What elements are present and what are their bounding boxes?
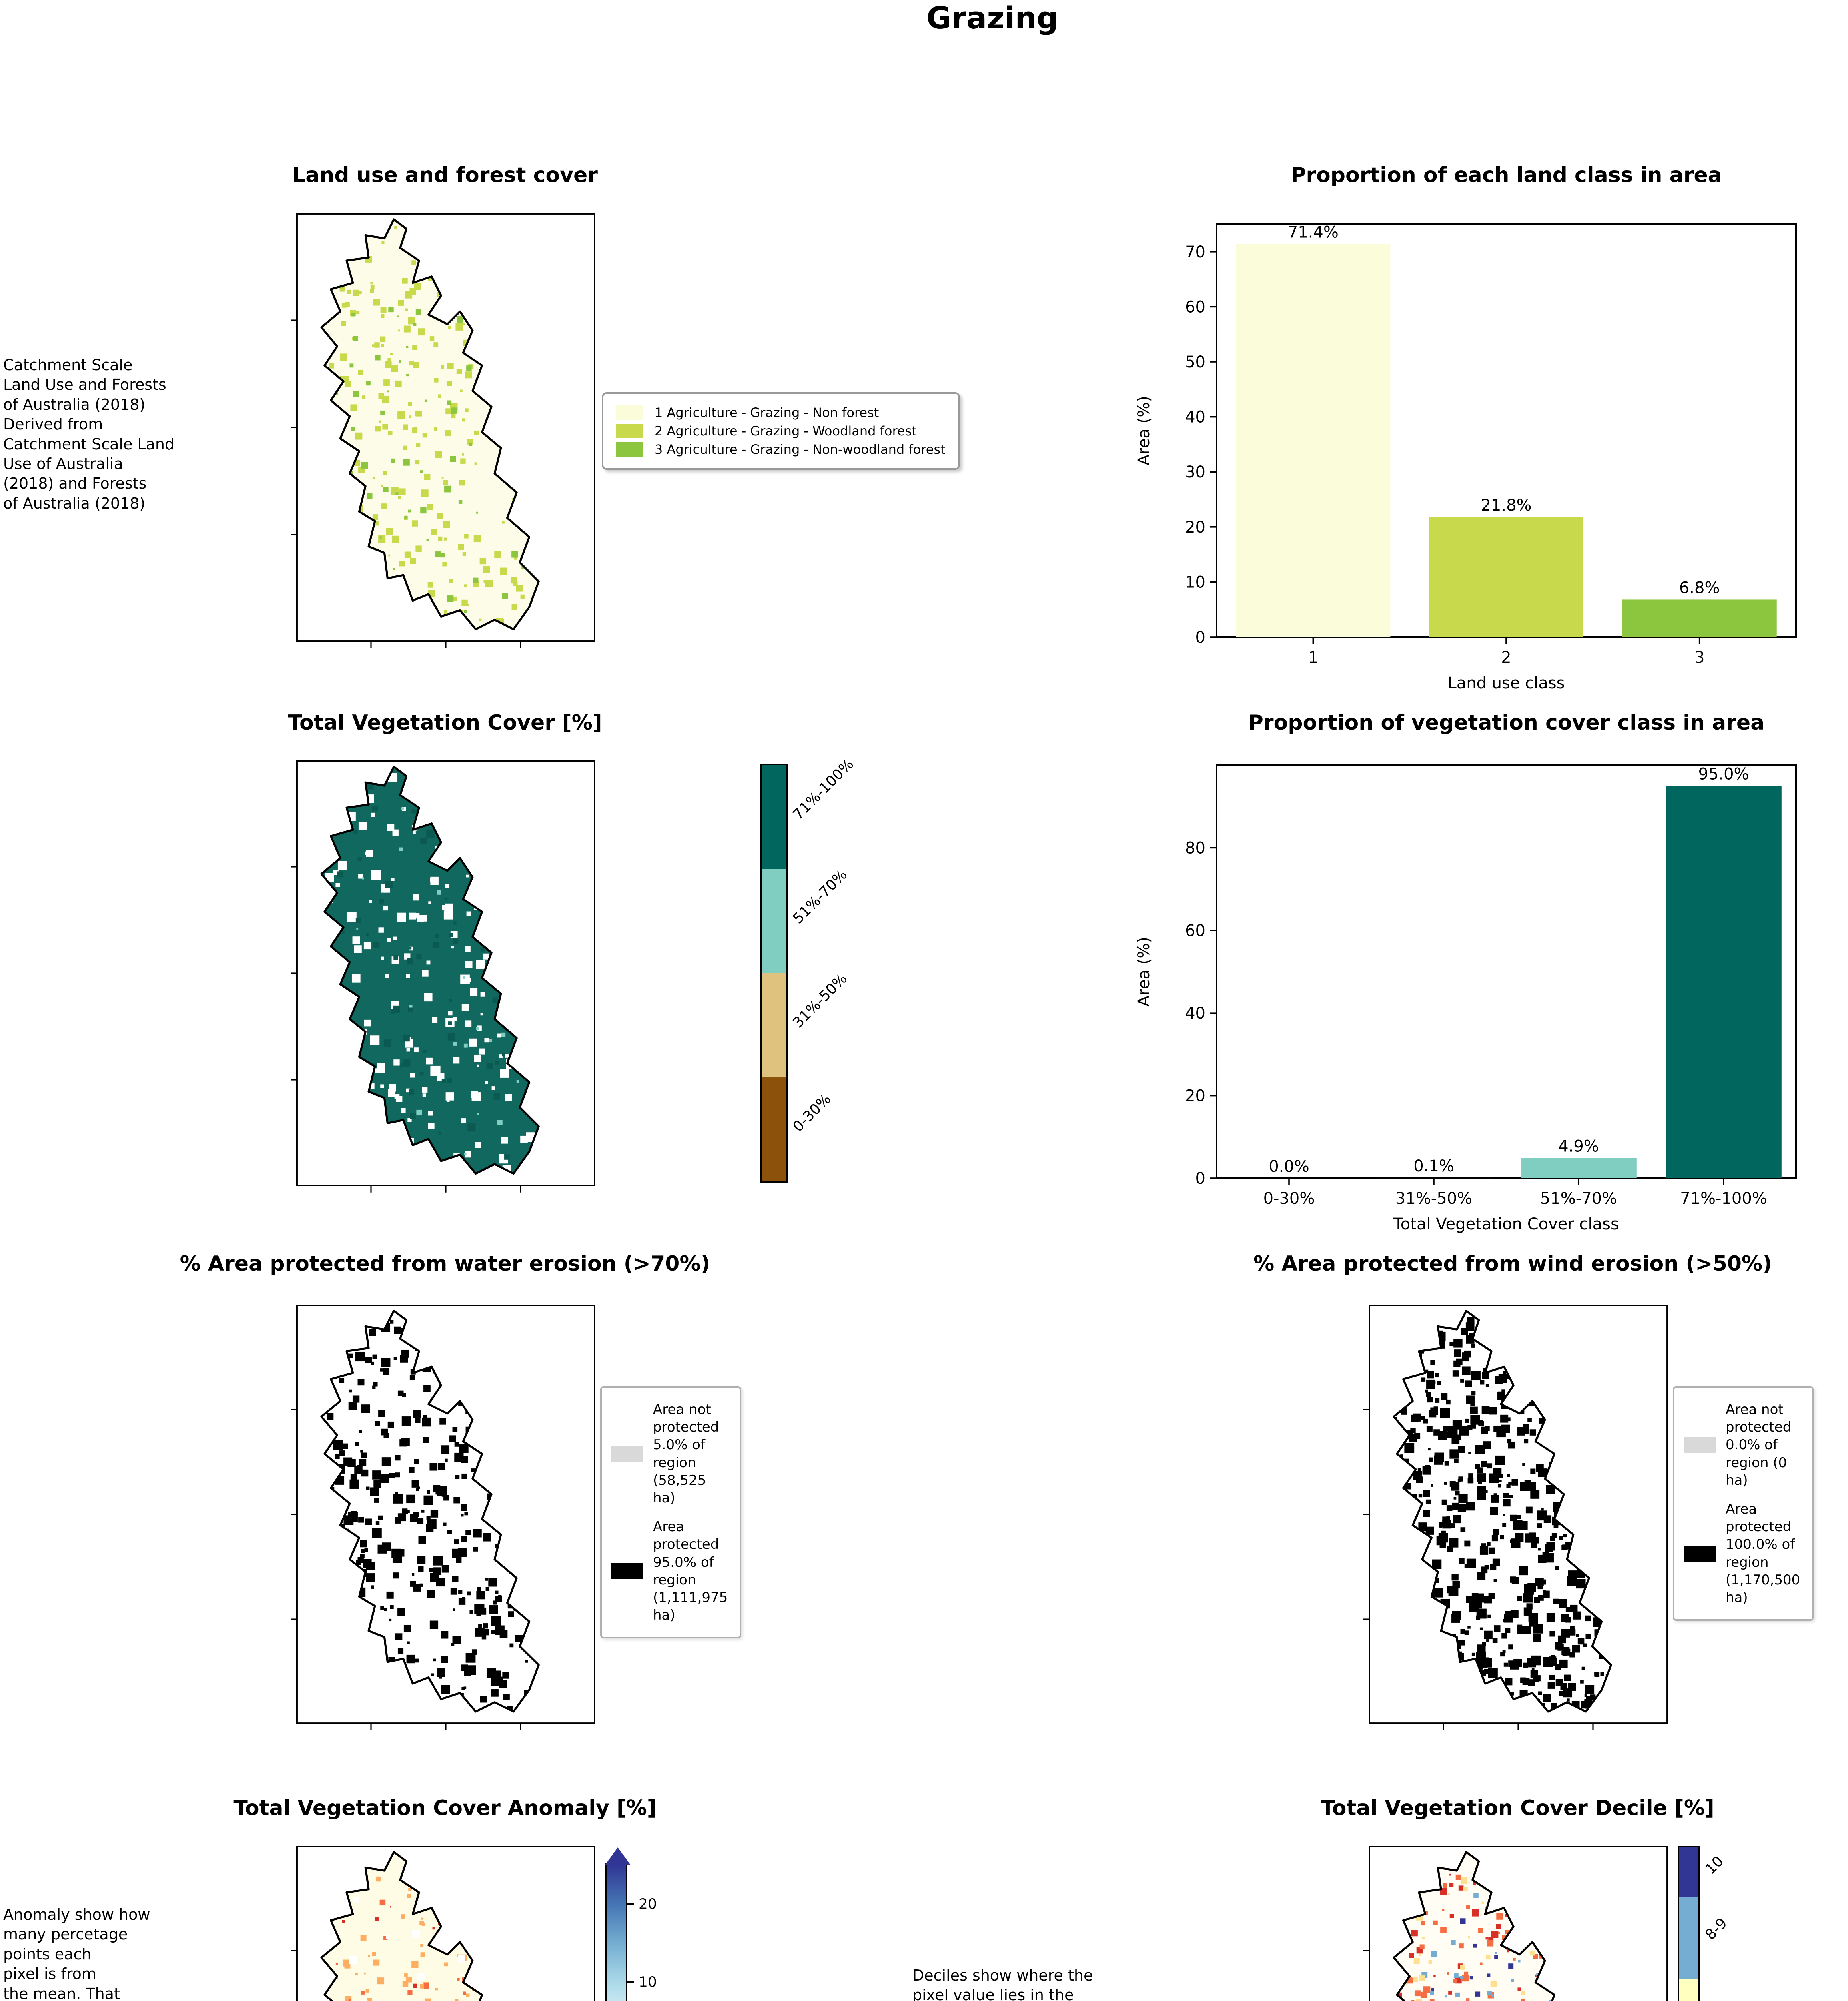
svg-text:60: 60 — [1185, 298, 1205, 316]
landuse-legend: 1 Agriculture - Grazing - Non forest 2 A… — [602, 392, 960, 470]
legend-item: 3 Agriculture - Grazing - Non-woodland f… — [616, 442, 946, 457]
decile-note: Deciles show where the pixel value lies … — [912, 1967, 1093, 2001]
svg-text:0.1%: 0.1% — [1413, 1157, 1454, 1175]
svg-text:0.0%: 0.0% — [1269, 1157, 1309, 1176]
legend-label: Area not protected 0.0% of region (0 ha) — [1726, 1402, 1792, 1488]
svg-text:6.8%: 6.8% — [1679, 579, 1720, 597]
svg-text:40: 40 — [1185, 408, 1205, 427]
svg-text:21.8%: 21.8% — [1481, 496, 1531, 515]
vegcover-panel-title: Total Vegetation Cover [%] — [288, 711, 602, 735]
legend-label: Area protected 100.0% of region (1,170,5… — [1726, 1501, 1800, 1606]
legend-label: Area protected 95.0% of region (1,111,97… — [653, 1519, 728, 1624]
svg-text:0-30%: 0-30% — [1263, 1189, 1315, 1208]
vegclass-bar-chart: 0 20 40 60 80 0-30% 0.0% 31%-50% 0.1% 51%-70% 4.9%… — [1135, 764, 1797, 1233]
svg-text:70: 70 — [1185, 243, 1205, 261]
svg-text:80: 80 — [1185, 839, 1205, 857]
svg-text:Area (%): Area (%) — [1135, 396, 1153, 465]
wind-erosion-legend: Area not protected 0.0% of region (0 ha)… — [1673, 1386, 1814, 1621]
water-erosion-panel-title: % Area protected from water erosion (>70… — [180, 1252, 710, 1276]
wind-erosion-map — [1363, 1305, 1668, 1730]
landuse-panel-title: Land use and forest cover — [292, 163, 598, 187]
anomaly-panel-title: Total Vegetation Cover Anomaly [%] — [233, 1796, 657, 1820]
legend-swatch — [616, 442, 643, 457]
svg-text:40: 40 — [1185, 1004, 1205, 1023]
landuse-map — [291, 213, 595, 648]
svg-text:2: 2 — [1501, 648, 1511, 667]
svg-text:4.9%: 4.9% — [1558, 1137, 1599, 1155]
svg-text:31%-50%: 31%-50% — [1395, 1189, 1472, 1208]
legend-swatch — [1684, 1545, 1716, 1562]
landuse-note: Catchment Scale Land Use and Forests of … — [3, 356, 175, 512]
vegclass-chart-title: Proportion of vegetation cover class in … — [1248, 711, 1765, 735]
legend-swatch — [1684, 1437, 1716, 1453]
svg-text:Land use class: Land use class — [1447, 674, 1565, 692]
landclass-bar-chart: 0 10 20 30 40 50 60 70 1 71.4% 2 21.8% 3 6.8% Land use… — [1135, 223, 1797, 692]
svg-text:0: 0 — [1195, 1169, 1205, 1188]
anomaly-colorbar: 20100−10−20 — [605, 1847, 657, 2001]
vegcover-map — [291, 760, 595, 1193]
legend-swatch — [616, 405, 643, 420]
legend-label: Area not protected 5.0% of region (58,52… — [653, 1402, 719, 1506]
legend-swatch — [611, 1563, 643, 1579]
page-title: Grazing — [926, 0, 1058, 36]
svg-text:1: 1 — [1308, 648, 1318, 667]
legend-item: Area not protected 0.0% of region (0 ha) — [1684, 1401, 1802, 1489]
legend-item: Area protected 95.0% of region (1,111,97… — [611, 1518, 730, 1624]
legend-item: Area protected 100.0% of region (1,170,5… — [1684, 1500, 1802, 1606]
svg-text:60: 60 — [1185, 922, 1205, 940]
legend-swatch — [611, 1446, 643, 1462]
svg-text:Total Vegetation Cover class: Total Vegetation Cover class — [1393, 1215, 1619, 1233]
decile-panel-title: Total Vegetation Cover Decile [%] — [1321, 1796, 1714, 1820]
svg-text:10: 10 — [1185, 573, 1205, 591]
svg-text:50: 50 — [1185, 353, 1205, 371]
legend-item: Area not protected 5.0% of region (58,52… — [611, 1401, 730, 1507]
water-erosion-map — [291, 1305, 595, 1730]
wind-erosion-panel-title: % Area protected from wind erosion (>50%… — [1253, 1252, 1772, 1276]
legend-swatch — [616, 424, 643, 438]
anomaly-note: Anomaly show how many percetage points e… — [3, 1906, 150, 2001]
svg-text:Area (%): Area (%) — [1135, 937, 1153, 1007]
svg-text:71.4%: 71.4% — [1288, 223, 1339, 242]
svg-text:95.0%: 95.0% — [1698, 765, 1749, 784]
svg-text:3: 3 — [1694, 648, 1704, 667]
legend-label: 2 Agriculture - Grazing - Woodland fores… — [655, 423, 917, 439]
water-erosion-legend: Area not protected 5.0% of region (58,52… — [600, 1386, 741, 1639]
legend-label: 3 Agriculture - Grazing - Non-woodland f… — [655, 442, 946, 457]
legend-label: 1 Agriculture - Grazing - Non forest — [655, 405, 879, 420]
decile-map — [1363, 1846, 1668, 2001]
legend-item: 2 Agriculture - Grazing - Woodland fores… — [616, 423, 946, 439]
svg-text:20: 20 — [1185, 1087, 1205, 1105]
svg-text:20: 20 — [1185, 518, 1205, 537]
vegcover-colorbar: 71%-100% 51%-70% 31%-50% 0-30% — [760, 756, 857, 1183]
decile-colorbar: 108-94-72-31 — [1678, 1846, 1730, 2001]
svg-text:71%-100%: 71%-100% — [1680, 1189, 1767, 1208]
legend-item: 1 Agriculture - Grazing - Non forest — [616, 405, 946, 420]
svg-text:51%-70%: 51%-70% — [1540, 1189, 1617, 1208]
svg-text:0: 0 — [1195, 628, 1205, 647]
svg-text:30: 30 — [1185, 463, 1205, 481]
anomaly-map — [291, 1846, 595, 2001]
landclass-chart-title: Proportion of each land class in area — [1291, 163, 1722, 187]
